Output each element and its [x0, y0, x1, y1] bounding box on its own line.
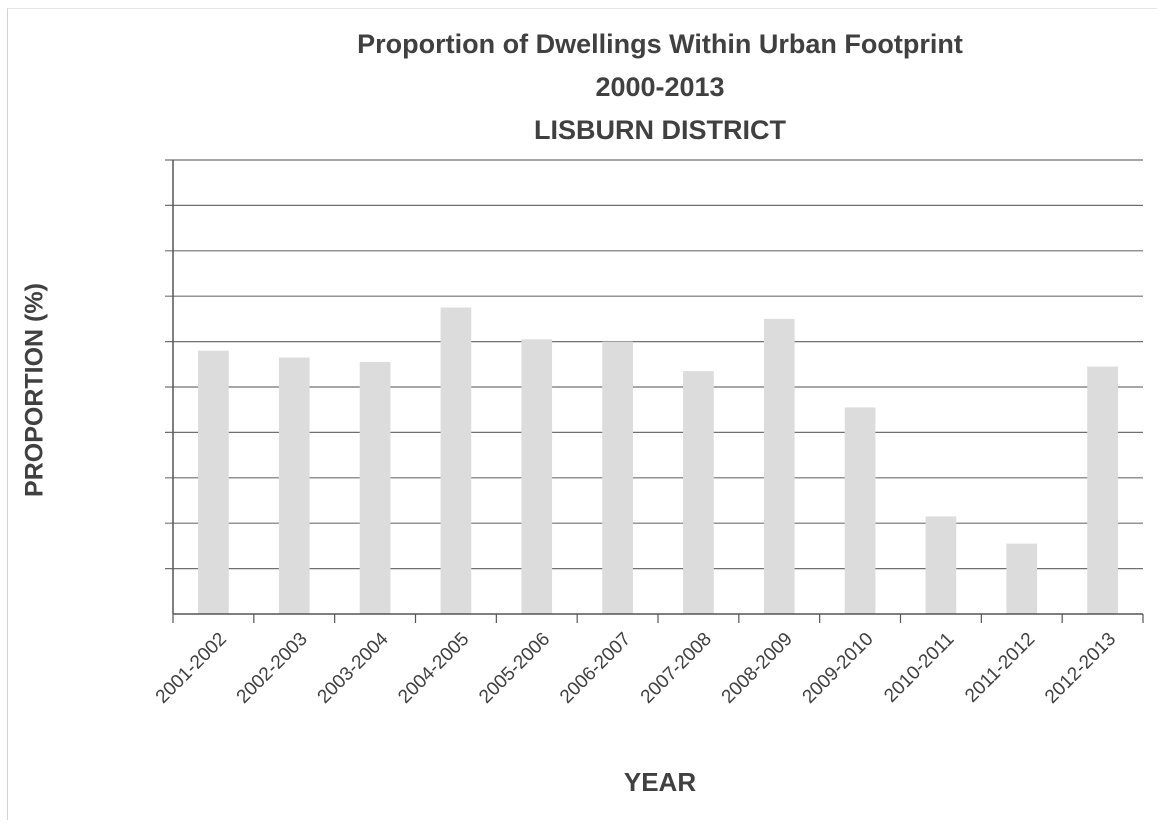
x-tick-label: 2003-2004 — [314, 628, 393, 707]
chart-subtitle-district: LISBURN DISTRICT — [534, 115, 786, 145]
bar-2008-2009 — [763, 318, 795, 614]
x-tick-label: 2001-2002 — [152, 629, 231, 708]
bar-2009-2010 — [844, 407, 876, 614]
gridlines — [165, 159, 1143, 570]
bar-2010-2011 — [925, 516, 957, 614]
bar-2005-2006 — [521, 339, 553, 614]
chart-title: Proportion of Dwellings Within Urban Foo… — [357, 29, 963, 59]
bar-2004-2005 — [440, 307, 472, 614]
x-tick-label: 2006-2007 — [556, 629, 635, 708]
bar-2006-2007 — [602, 341, 633, 614]
x-axis-label: YEAR — [623, 767, 697, 797]
x-tick-label: 2009-2010 — [799, 629, 878, 708]
x-tick-label: 2007-2008 — [637, 629, 716, 708]
bar-2001-2002 — [198, 350, 229, 614]
x-tick-label: 2005-2006 — [475, 629, 554, 708]
axes — [172, 160, 1144, 623]
x-tick-label: 2010-2011 — [880, 629, 958, 707]
chart-frame — [7, 8, 1157, 820]
bar-2003-2004 — [359, 362, 391, 614]
bars — [198, 307, 1118, 614]
x-tick-label: 2011-2012 — [961, 629, 1039, 707]
bar-2012-2013 — [1087, 366, 1118, 614]
category-labels: 2001-2002 2002-2003 2003-2004 2004-2005 2005… — [152, 628, 1120, 707]
x-tick-label: 2008-2009 — [718, 629, 797, 708]
bar-2002-2003 — [278, 357, 310, 614]
chart-subtitle-years: 2000-2013 — [595, 72, 725, 102]
x-tick-label: 2012-2013 — [1041, 629, 1120, 708]
bar-2011-2012 — [1006, 543, 1038, 614]
x-tick-label: 2004-2005 — [394, 629, 473, 708]
x-tick-label: 2002-2003 — [233, 629, 312, 708]
bar-2007-2008 — [683, 371, 714, 614]
